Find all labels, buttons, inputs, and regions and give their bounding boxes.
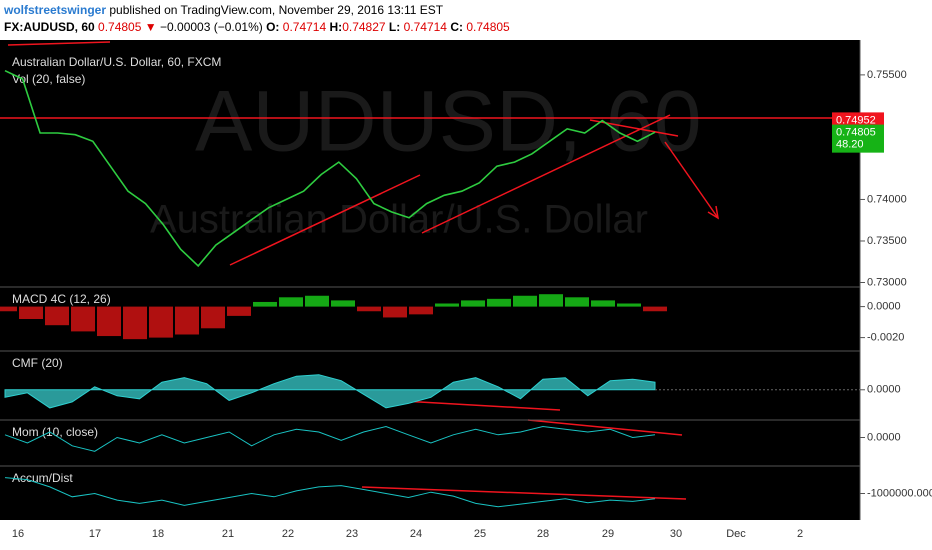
macd-bar [435,303,459,307]
macd-bar [201,306,225,329]
macd-bar [357,306,381,312]
h-label: H: [329,20,343,34]
macd-bar [175,306,199,335]
symbol: FX:AUDUSD, 60 [4,20,95,34]
macd-bar [279,297,303,307]
macd-bar [71,306,95,332]
macd-bar [591,300,615,307]
macd-bar [97,306,121,337]
y-tick-label: 0.0000 [867,431,901,443]
y-tick-label: 0.0000 [867,384,901,396]
high: 0.74827 [342,20,386,34]
last: 0.74805 [98,20,142,34]
drawings [7,41,720,500]
volume-label: Vol (20, false) [12,72,85,86]
macd-bar [513,295,537,307]
x-tick-label: 29 [602,528,614,540]
macd-bar [539,294,563,307]
panel-label: Accum/Dist [12,471,73,485]
x-tick-label: 28 [537,528,549,540]
watermark-sub: Australian Dollar/U.S. Dollar [150,198,648,242]
price-tag-label: 0.74952 [836,114,876,126]
x-tick-label: 21 [222,528,234,540]
y-tick-label: 0.74000 [867,193,907,205]
series-line [4,425,656,452]
o-label: O: [266,20,280,34]
author[interactable]: wolfstreetswinger [4,3,107,17]
series-line [4,69,656,268]
y-tick-label: -1000000.0000 [867,487,932,499]
macd-bar [227,306,251,316]
arrow: ▼ [144,20,157,34]
l-label: L: [388,20,401,34]
x-tick-label: 23 [346,528,358,540]
price-tag [832,136,884,153]
series-line [4,477,656,508]
chart-bg [0,40,860,520]
macd-bar [123,306,147,340]
x-tick-label: 24 [410,528,422,540]
open: 0.74714 [282,20,327,34]
y-tick-label: 0.75500 [867,69,907,81]
macd-bar [305,295,329,307]
price-tag [832,124,884,141]
x-tick-label: 18 [152,528,164,540]
y-tick-label: 0.73000 [867,276,907,288]
x-tick-label: 22 [282,528,294,540]
publish-line: wolfstreetswinger published on TradingVi… [4,2,510,19]
macd-bar [461,300,485,307]
price-tag [832,112,884,129]
macd-bar [565,297,589,307]
x-tick-label: 25 [474,528,486,540]
price-tag-label: 48.20 [836,139,864,151]
close: 0.74805 [466,20,510,34]
main-title: Australian Dollar/U.S. Dollar, 60, FXCM [12,55,221,69]
watermark: AUDUSD, 60 [195,74,702,170]
panel-label: Mom (10, close) [12,425,98,439]
x-tick-label: 16 [12,528,24,540]
x-tick-label: Dec [726,528,746,540]
macd-bar [617,303,641,307]
y-tick-label: 0.0000 [867,301,901,313]
cmf-area [4,374,656,409]
header: wolfstreetswinger published on TradingVi… [4,2,510,36]
y-tick-label: -0.0020 [867,332,904,344]
y-tick-label: 0.73500 [867,235,907,247]
macd-bar [45,306,69,326]
x-tick-label: 17 [89,528,101,540]
macd-bar [487,298,511,307]
macd-bar [149,306,173,338]
macd-bar [383,306,407,318]
price-tag-label: 0.74805 [836,127,876,139]
macd-bar [643,306,667,312]
panel-label: CMF (20) [12,356,63,370]
quote-line: FX:AUDUSD, 60 0.74805 ▼ −0.00003 (−0.01%… [4,19,510,36]
macd-bar [331,300,355,307]
low: 0.74714 [403,20,447,34]
published: published on TradingView.com, November 2… [109,3,444,17]
panel-label: MACD 4C (12, 26) [12,292,111,306]
change: −0.00003 (−0.01%) [160,20,263,34]
macd-bar [19,306,43,319]
macd-bar [253,301,277,307]
macd-bar [0,306,17,312]
c-label: C: [450,20,463,34]
x-tick-label: 2 [797,528,803,540]
macd-bar [409,306,433,315]
x-tick-label: 30 [670,528,682,540]
